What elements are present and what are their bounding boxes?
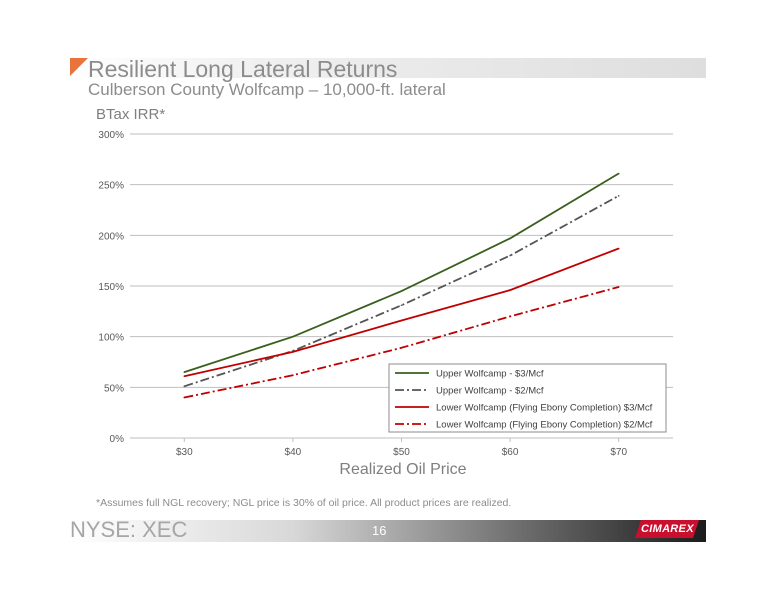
y-tick-label: 50% xyxy=(104,383,124,394)
data-point xyxy=(509,237,511,240)
corner-triangle-decoration xyxy=(70,58,88,76)
data-point xyxy=(400,319,403,322)
title-bar xyxy=(70,58,706,78)
y-tick-label: 0% xyxy=(110,434,125,445)
data-point xyxy=(509,254,511,257)
data-point xyxy=(400,304,403,307)
footer-bar xyxy=(70,520,706,542)
legend-label: Upper Wolfcamp - $3/Mcf xyxy=(436,369,544,380)
legend-label: Upper Wolfcamp - $2/Mcf xyxy=(436,386,544,397)
x-tick-label: $70 xyxy=(610,447,627,458)
x-tick-label: $60 xyxy=(502,447,519,458)
footnote: *Assumes full NGL recovery; NGL price is… xyxy=(96,497,512,509)
x-tick-label: $40 xyxy=(285,447,302,458)
data-point xyxy=(509,289,511,291)
x-tick-label: $30 xyxy=(176,447,193,458)
y-tick-label: 100% xyxy=(98,333,124,344)
legend-box xyxy=(388,363,667,433)
series-lines xyxy=(183,172,620,399)
data-point xyxy=(617,247,620,250)
cimarex-logo: CIMAREX xyxy=(635,520,699,538)
y-tick-label: 250% xyxy=(98,181,124,192)
legend-label: Lower Wolfcamp (Flying Ebony Completion)… xyxy=(436,403,653,414)
data-point xyxy=(183,385,186,388)
slide-subtitle: Culberson County Wolfcamp – 10,000-ft. l… xyxy=(88,80,446,99)
legend-label: Lower Wolfcamp (Flying Ebony Completion)… xyxy=(436,420,653,431)
data-point xyxy=(292,351,294,353)
data-point xyxy=(617,286,620,288)
chart-x-axis-label: Realized Oil Price xyxy=(339,461,466,478)
data-point xyxy=(617,172,620,175)
chart-legend: Upper Wolfcamp - $3/Mcf Upper Wolfcamp - … xyxy=(388,363,667,433)
data-point xyxy=(292,335,294,338)
data-point xyxy=(183,371,186,373)
data-point xyxy=(617,195,620,197)
data-point xyxy=(400,290,403,292)
data-point xyxy=(183,396,186,399)
x-tick-label: $50 xyxy=(393,447,410,458)
series-line-2 xyxy=(184,195,620,388)
y-tick-label: 150% xyxy=(98,282,124,293)
x-tick-labels: $30 $40 $50 $60 $70 xyxy=(176,438,627,458)
footer-ticker: NYSE: XEC xyxy=(70,517,188,542)
y-tick-label: 300% xyxy=(98,130,124,141)
data-point xyxy=(509,315,511,318)
y-tick-labels: 0% 50% 100% 150% 200% 250% 300% xyxy=(98,130,124,445)
logo-text: CIMAREX xyxy=(640,523,694,535)
data-point xyxy=(400,347,403,349)
data-point xyxy=(183,375,186,377)
slide-title: Resilient Long Lateral Returns xyxy=(88,56,398,82)
y-tick-label: 200% xyxy=(98,231,124,242)
series-line-3 xyxy=(184,247,620,378)
data-point xyxy=(292,374,294,376)
page-number: 16 xyxy=(372,523,387,538)
chart-y-axis-label: BTax IRR* xyxy=(96,106,166,123)
